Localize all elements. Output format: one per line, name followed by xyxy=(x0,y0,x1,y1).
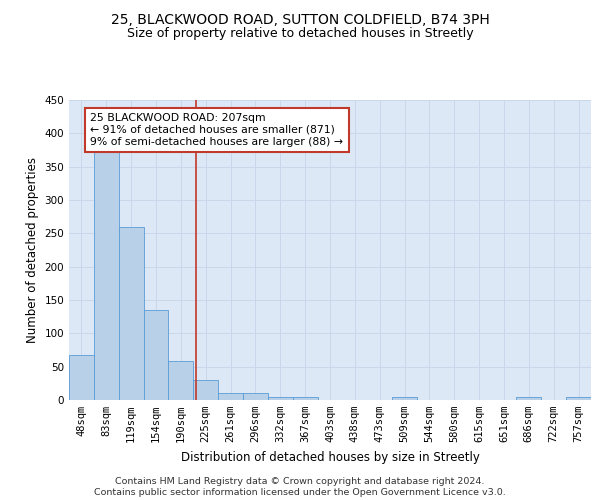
Text: 25, BLACKWOOD ROAD, SUTTON COLDFIELD, B74 3PH: 25, BLACKWOOD ROAD, SUTTON COLDFIELD, B7… xyxy=(110,12,490,26)
Bar xyxy=(293,396,317,400)
Text: Contains public sector information licensed under the Open Government Licence v3: Contains public sector information licen… xyxy=(94,488,506,497)
Bar xyxy=(268,396,293,400)
Bar xyxy=(169,362,193,400)
Bar xyxy=(119,226,143,400)
Text: Contains HM Land Registry data © Crown copyright and database right 2024.: Contains HM Land Registry data © Crown c… xyxy=(115,477,485,486)
Y-axis label: Number of detached properties: Number of detached properties xyxy=(26,157,39,343)
Bar xyxy=(69,354,94,400)
Bar xyxy=(218,394,243,400)
Bar xyxy=(392,398,417,400)
Text: 25 BLACKWOOD ROAD: 207sqm
← 91% of detached houses are smaller (871)
9% of semi-: 25 BLACKWOOD ROAD: 207sqm ← 91% of detac… xyxy=(90,114,343,146)
Bar xyxy=(517,398,541,400)
X-axis label: Distribution of detached houses by size in Streetly: Distribution of detached houses by size … xyxy=(181,450,479,464)
Bar xyxy=(566,398,591,400)
Bar xyxy=(143,310,169,400)
Bar xyxy=(193,380,218,400)
Bar xyxy=(94,150,119,400)
Bar xyxy=(243,394,268,400)
Text: Size of property relative to detached houses in Streetly: Size of property relative to detached ho… xyxy=(127,28,473,40)
